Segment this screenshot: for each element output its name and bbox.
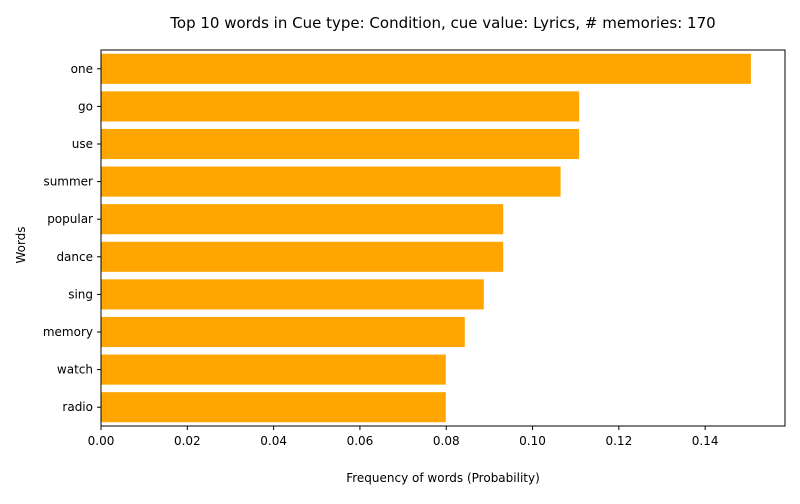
y-tick-label: dance <box>56 250 93 264</box>
y-tick-label: sing <box>68 287 93 301</box>
bar-radio <box>101 392 446 423</box>
x-tick-label: 0.02 <box>174 434 201 448</box>
bar-dance <box>101 241 504 272</box>
bar-watch <box>101 354 446 385</box>
bar-memory <box>101 316 465 348</box>
bar-use <box>101 128 580 160</box>
x-axis-ticks: 0.00 0.02 0.04 0.06 0.08 0.10 0.12 0.14 <box>88 426 719 448</box>
x-tick-label: 0.08 <box>433 434 460 448</box>
x-tick-label: 0.14 <box>692 434 719 448</box>
y-axis-ticks: one go use summer popular dance sing memory watc… <box>43 62 101 414</box>
bar-go <box>101 91 580 122</box>
y-tick-label: popular <box>47 212 93 226</box>
bar-one <box>101 53 751 84</box>
y-tick-label: use <box>72 137 93 151</box>
bars-group <box>101 53 751 423</box>
bar-popular <box>101 204 504 235</box>
y-tick-label: one <box>71 62 93 76</box>
x-tick-label: 0.04 <box>260 434 287 448</box>
y-tick-label: radio <box>62 400 93 414</box>
y-tick-label: watch <box>57 363 93 377</box>
y-tick-label: memory <box>43 325 93 339</box>
y-tick-label: summer <box>43 175 93 189</box>
y-axis-label: Words <box>14 226 28 263</box>
chart-title: Top 10 words in Cue type: Condition, cue… <box>169 14 715 32</box>
x-tick-label: 0.06 <box>347 434 374 448</box>
bar-sing <box>101 279 484 310</box>
x-axis-label: Frequency of words (Probability) <box>346 471 540 485</box>
x-tick-label: 0.12 <box>605 434 632 448</box>
y-tick-label: go <box>78 99 93 113</box>
bar-summer <box>101 166 561 197</box>
x-tick-label: 0.10 <box>519 434 546 448</box>
x-tick-label: 0.00 <box>88 434 115 448</box>
plot-frame <box>100 49 786 427</box>
